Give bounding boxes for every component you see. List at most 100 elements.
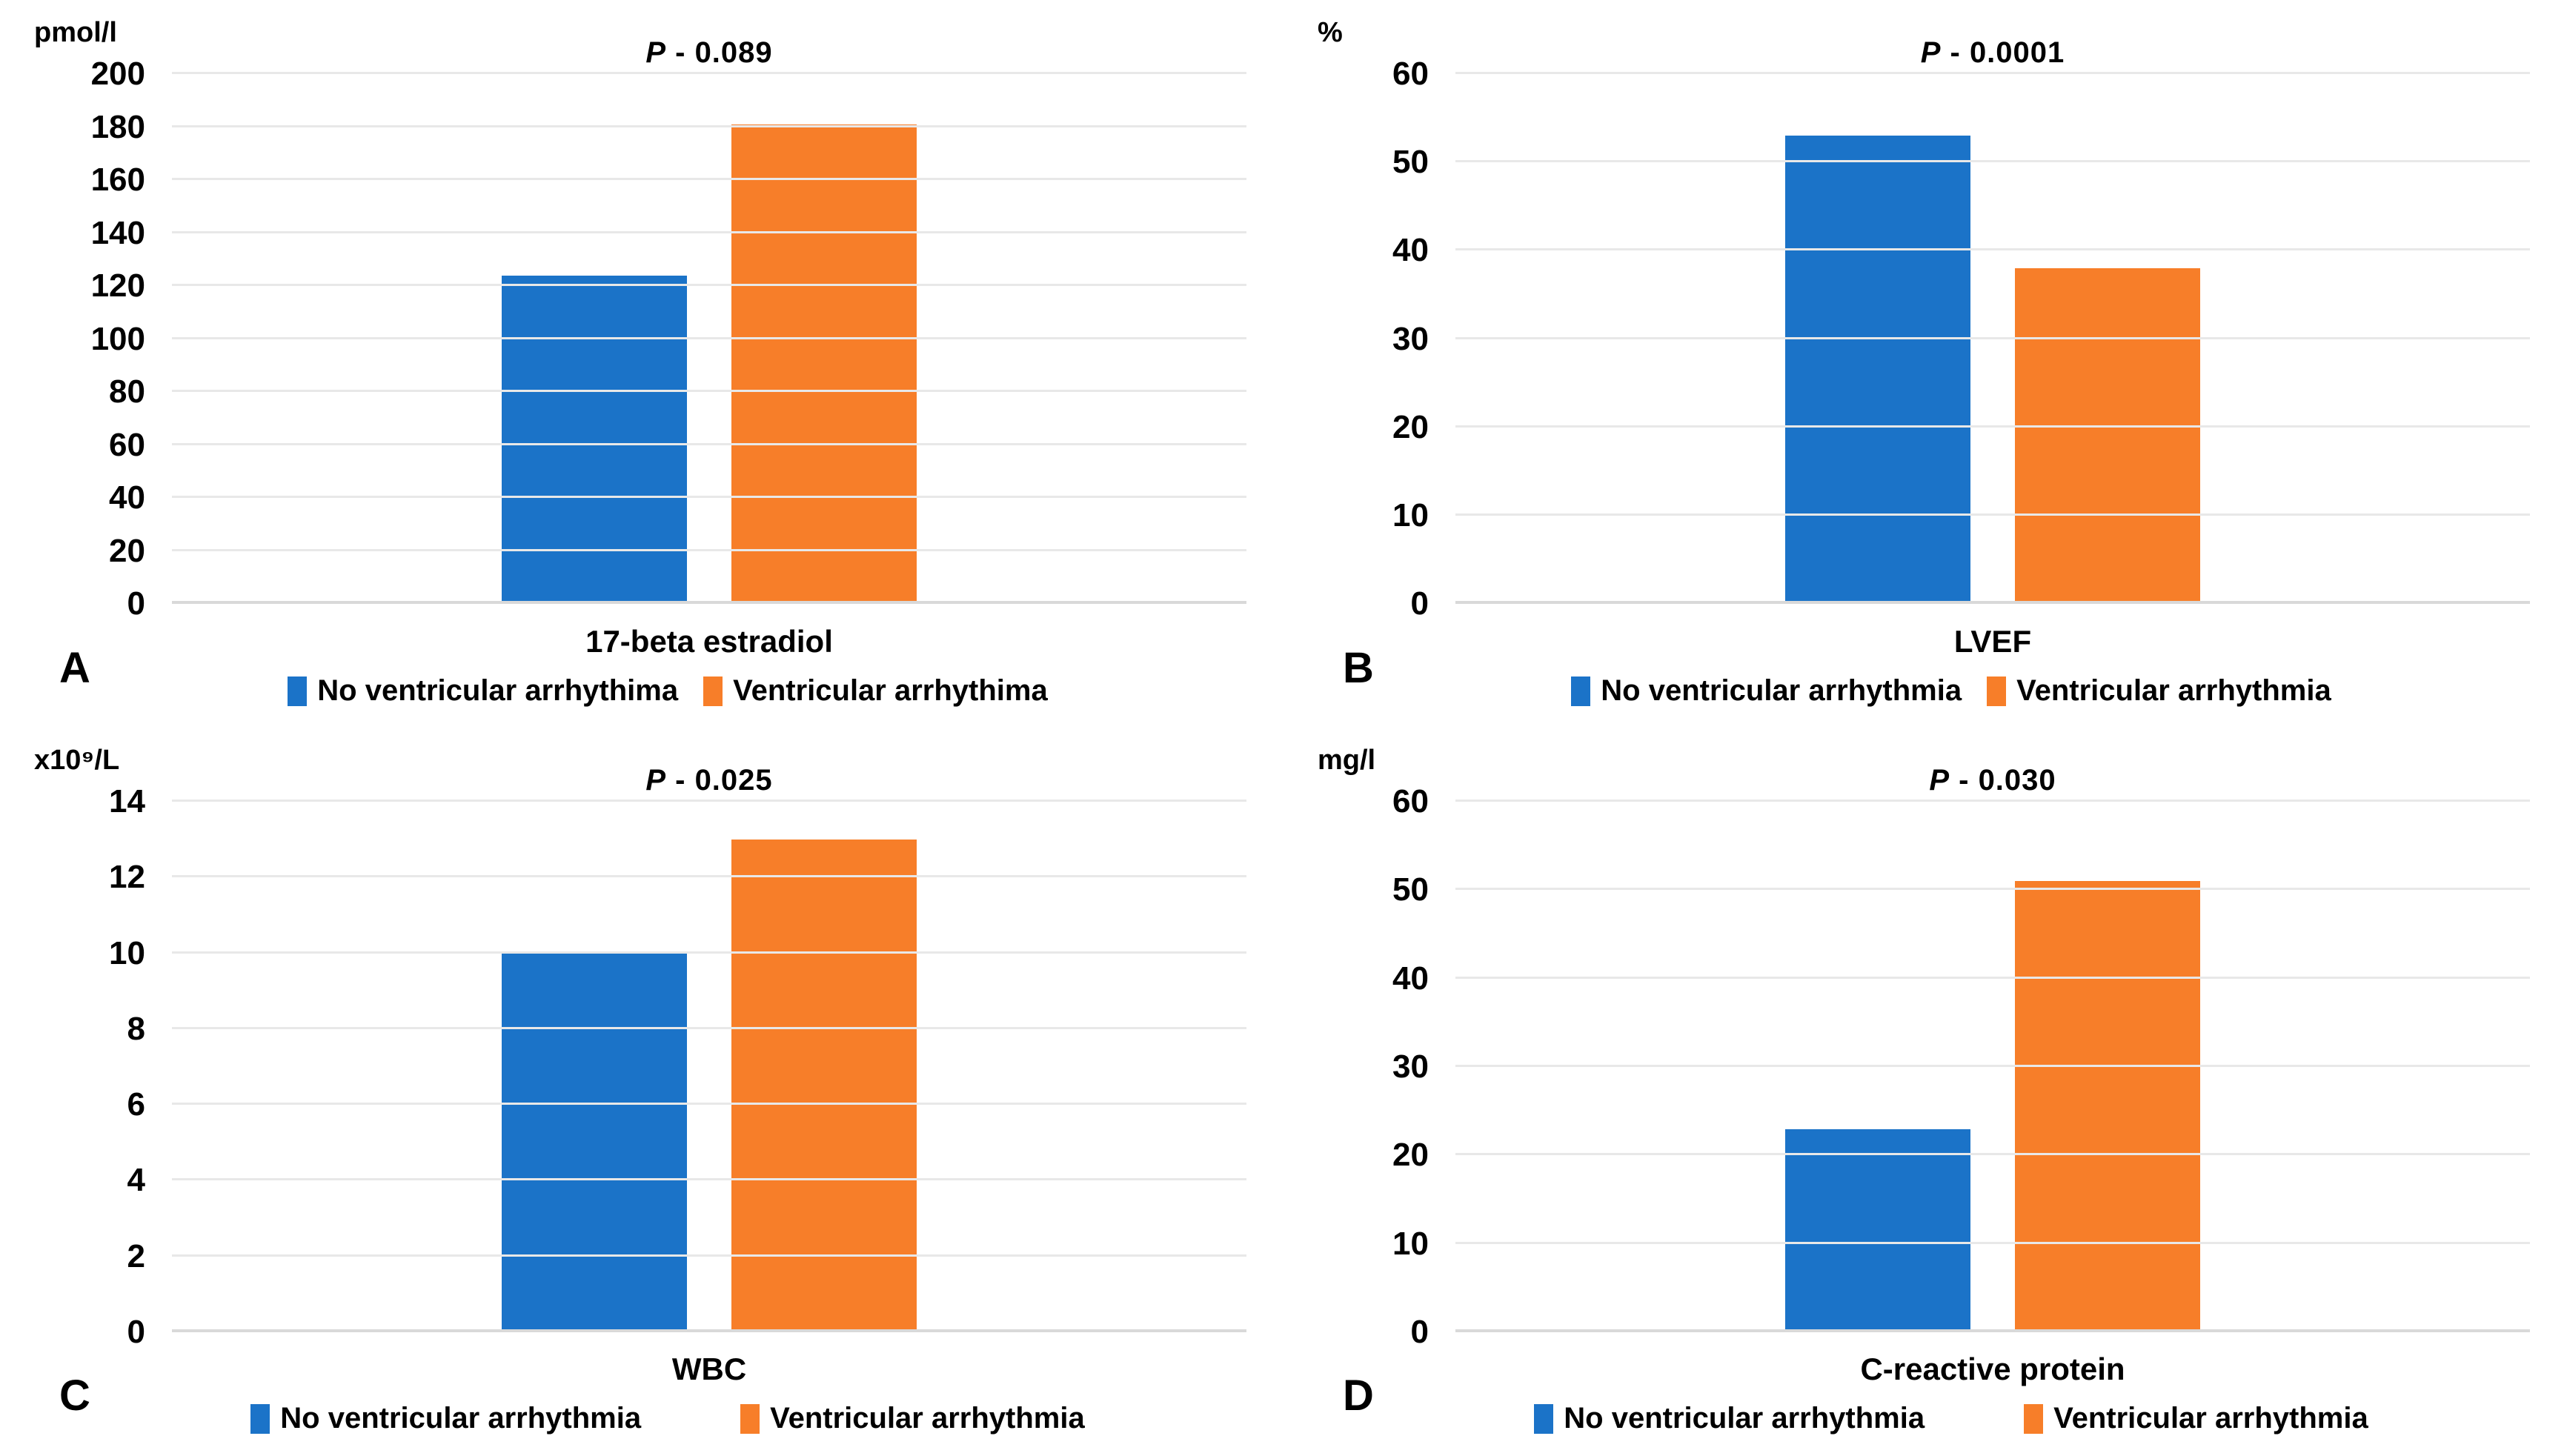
- gridline: [172, 390, 1246, 392]
- legend: No ventricular arrhythima Ventricular arr…: [89, 674, 1246, 708]
- bars-group: [172, 802, 1246, 1332]
- gridline: [172, 496, 1246, 498]
- p-value-text: - 0.025: [666, 764, 773, 797]
- y-axis-unit: %: [1318, 17, 1343, 48]
- legend-item-ventricular-arrhythmia: Ventricular arrhythmia: [740, 1402, 1085, 1435]
- p-value-text: - 0.0001: [1941, 36, 2065, 69]
- bars-group: [1455, 74, 2530, 604]
- p-value-label: P - 0.089: [172, 36, 1246, 70]
- legend-label: Ventricular arrhythima: [733, 674, 1048, 707]
- gridline: [1455, 1153, 2530, 1156]
- x-axis-category-label: WBC: [671, 1352, 747, 1386]
- legend-swatch-icon: [288, 676, 308, 706]
- p-value-label: P - 0.0001: [1455, 36, 2530, 70]
- x-axis-baseline: [1455, 1329, 2530, 1332]
- y-tick-label: 0: [1410, 585, 1429, 622]
- plot-area: P - 0.030 0 10 20 30 40 50 60: [1392, 764, 2530, 1349]
- y-tick-label: 120: [90, 267, 145, 304]
- gridline: [1455, 888, 2530, 891]
- panel-letter: B: [1343, 644, 1374, 692]
- y-tick-label: 6: [127, 1086, 145, 1123]
- bar-ventricular-arrhythmia: [2015, 268, 2200, 604]
- y-tick-label: 10: [1392, 1225, 1429, 1262]
- y-axis-unit: x10⁹/L: [34, 745, 120, 776]
- gridline: [172, 124, 1246, 127]
- p-symbol: P: [645, 764, 667, 797]
- bar-no-ventricular-arrhythmia: [502, 953, 687, 1332]
- x-axis-category-label: C-reactive protein: [1860, 1352, 2125, 1386]
- y-tick-label: 200: [90, 56, 145, 92]
- panel-letter: D: [1343, 1372, 1374, 1420]
- legend-label: No ventricular arrhythmia: [280, 1402, 642, 1435]
- y-tick-label: 0: [127, 585, 145, 622]
- y-tick-label: 140: [90, 214, 145, 251]
- legend-swatch-icon: [1987, 676, 2007, 706]
- y-tick-label: 8: [127, 1010, 145, 1047]
- gridline: [172, 72, 1246, 74]
- legend-label: Ventricular arrhythmia: [2053, 1402, 2368, 1435]
- y-tick-label: 20: [109, 532, 145, 569]
- y-tick-label: 30: [1392, 1048, 1429, 1085]
- x-axis-baseline: [1455, 601, 2530, 604]
- y-tick-label: 4: [127, 1162, 145, 1199]
- y-tick-label: 40: [1392, 960, 1429, 997]
- gridline: [172, 442, 1246, 445]
- plot-area: P - 0.0001 0 10 20 30 40 50 60: [1392, 36, 2530, 620]
- y-tick-label: 50: [1392, 871, 1429, 908]
- legend-label: Ventricular arrhythmia: [770, 1402, 1085, 1435]
- legend: No ventricular arrhythmia Ventricular arr…: [89, 1402, 1246, 1435]
- legend: No ventricular arrhythmia Ventricular arr…: [1372, 1402, 2530, 1435]
- y-tick-label: 160: [90, 162, 145, 198]
- y-tick-label: 0: [127, 1314, 145, 1350]
- bar-no-ventricular-arrhythima: [502, 275, 687, 604]
- gridline: [1455, 800, 2530, 802]
- gridline: [1455, 72, 2530, 74]
- panel-letter: C: [59, 1372, 90, 1420]
- legend: No ventricular arrhythmia Ventricular arr…: [1372, 674, 2530, 708]
- y-tick-label: 40: [1392, 232, 1429, 269]
- legend-swatch-icon: [1571, 676, 1591, 706]
- y-tick-label: 80: [109, 373, 145, 410]
- plot-area: P - 0.089 0 20 40 60 80 100 120 140 160 180 200: [91, 36, 1246, 620]
- legend-swatch-icon: [740, 1403, 760, 1434]
- x-axis-baseline: [172, 601, 1246, 604]
- y-tick-label: 180: [90, 108, 145, 145]
- y-tick-label: 10: [1392, 496, 1429, 533]
- x-axis-category-label: 17-beta estradiol: [585, 624, 833, 659]
- gridline: [172, 230, 1246, 233]
- legend-swatch-icon: [703, 676, 723, 706]
- x-axis-baseline: [172, 1329, 1246, 1332]
- gridline: [172, 800, 1246, 802]
- legend-item-no-ventricular-arrhythima: No ventricular arrhythima: [288, 674, 678, 708]
- gridline: [172, 875, 1246, 878]
- y-tick-label: 50: [1392, 144, 1429, 181]
- bar-no-ventricular-arrhythmia: [1785, 1128, 1970, 1332]
- bars-group: [172, 74, 1246, 604]
- y-axis-unit: pmol/l: [34, 17, 117, 48]
- gridline: [172, 1178, 1246, 1181]
- p-value-text: - 0.089: [666, 36, 773, 69]
- legend-swatch-icon: [2024, 1403, 2044, 1434]
- bar-ventricular-arrhythmia: [731, 840, 917, 1332]
- y-tick-label: 20: [1392, 1137, 1429, 1174]
- y-tick-label: 40: [109, 479, 145, 516]
- y-tick-label: 60: [1392, 783, 1429, 820]
- legend-item-no-ventricular-arrhythmia: No ventricular arrhythmia: [1534, 1402, 1925, 1435]
- legend-label: Ventricular arrhythmia: [2016, 674, 2331, 707]
- gridline: [172, 1103, 1246, 1106]
- legend-label: No ventricular arrhythmia: [1601, 674, 1962, 707]
- chart-panel: pmol/l P - 0.089 0 20 40 60 80 100 120 140 160 18…: [0, 0, 1284, 728]
- p-symbol: P: [1929, 764, 1950, 797]
- chart-panel: x10⁹/L P - 0.025 0 2 4 6 8 10 12 14 WBC No vent…: [0, 728, 1284, 1456]
- bars-group: [1455, 802, 2530, 1332]
- plot-area: P - 0.025 0 2 4 6 8 10 12 14: [109, 764, 1246, 1349]
- gridline: [1455, 513, 2530, 516]
- legend-item-no-ventricular-arrhythmia: No ventricular arrhythmia: [1571, 674, 1962, 708]
- gridline: [172, 951, 1246, 954]
- legend-swatch-icon: [1534, 1403, 1554, 1434]
- gridline: [172, 548, 1246, 551]
- y-tick-label: 12: [109, 859, 145, 896]
- gridline: [172, 336, 1246, 339]
- p-symbol: P: [645, 36, 667, 69]
